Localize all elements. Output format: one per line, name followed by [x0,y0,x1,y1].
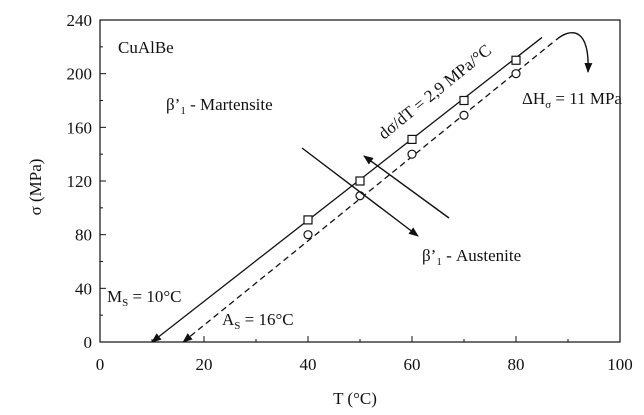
y-tick-label: 240 [67,11,93,30]
hysteresis-arrow [555,32,593,73]
as-label: AS = 16°C [222,310,294,332]
slope-label: dσ/dT = 2,9 MPa/°C [375,41,495,144]
material-label: CuAlBe [118,38,174,57]
ms-label: MS = 10°C [107,287,181,309]
y-tick-label: 160 [67,118,93,137]
y-tick-label: 200 [67,65,93,84]
austenite-label: β’1 - Austenite [422,246,521,268]
x-tick-label: 80 [508,355,525,374]
square-data-point [303,215,313,225]
y-axis-label: σ (MPa) [26,159,45,216]
x-tick-label: 40 [300,355,317,374]
martensite-label: β’1 - Martensite [166,95,273,117]
enthalpy-label: ΔHσ = 11 MPa [522,89,622,111]
ticks: 0 20 40 60 80 100 0 40 80 120 160 200 240 [67,11,633,374]
square-data-point [459,95,469,106]
arrow-to-martensite [363,155,450,219]
square-data-point [407,134,417,145]
circle-data-point [303,230,313,240]
x-tick-label: 0 [96,355,105,374]
square-data-point [511,55,521,65]
square-data-point [355,176,365,186]
ms-fit-line [151,36,543,343]
y-tick-label: 0 [84,333,93,352]
fit-lines [151,36,553,343]
circle-data-point [511,69,521,79]
circle-data-point [407,149,417,159]
as-fit-line [182,42,553,343]
x-tick-label: 60 [404,355,421,374]
data-points [303,55,521,240]
arrow-to-austenite [301,147,419,237]
x-tick-label: 20 [196,355,213,374]
y-tick-label: 80 [75,226,92,245]
y-tick-label: 40 [75,279,92,298]
circle-data-point [355,191,365,201]
y-tick-label: 120 [67,172,93,191]
x-tick-label: 100 [607,355,633,374]
circle-data-point [459,110,469,120]
x-axis-label: T (°C) [333,389,377,408]
